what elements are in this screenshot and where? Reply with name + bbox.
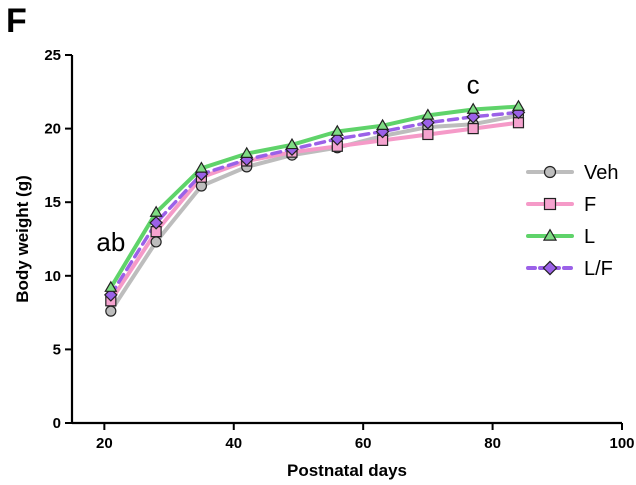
- series-layer: [103, 99, 526, 317]
- panel-label: F: [6, 2, 27, 40]
- x-tick-label: 20: [96, 435, 113, 452]
- x-tick-label: 60: [355, 435, 372, 452]
- y-tick-label: 0: [53, 415, 61, 432]
- point-lf: [103, 288, 118, 302]
- y-tick-label: 25: [44, 47, 61, 64]
- point-veh: [150, 236, 162, 248]
- legend-marker: [543, 197, 557, 211]
- y-tick-label: 10: [44, 268, 61, 285]
- legend-marker: [542, 260, 558, 276]
- point-l: [240, 146, 254, 158]
- x-tick-label: 100: [609, 435, 634, 452]
- point-l: [330, 124, 344, 136]
- point-l: [285, 137, 299, 150]
- series-line-l: [108, 104, 521, 290]
- axes: 0 5 10 15 20 25 20 40 60 80 100: [44, 47, 634, 452]
- series-markers: [103, 99, 526, 317]
- y-tick-label: 5: [53, 341, 61, 358]
- point-lf: [149, 215, 163, 230]
- point-l: [149, 205, 163, 217]
- point-f: [467, 122, 479, 135]
- point-veh: [105, 305, 117, 317]
- point-lf: [466, 109, 481, 124]
- legend: Veh FL L/F: [526, 162, 618, 280]
- point-l: [376, 118, 390, 131]
- y-axis-title: Body weight (g): [13, 175, 32, 302]
- point-l: [194, 161, 208, 173]
- point-f: [422, 128, 434, 141]
- point-l: [511, 99, 526, 111]
- point-l: [104, 280, 118, 292]
- point-lf: [421, 115, 435, 130]
- annotations: ab c: [96, 69, 479, 257]
- annotation-label: c: [467, 69, 480, 99]
- x-tick-label: 40: [225, 435, 242, 452]
- series-line-lf: [109, 110, 521, 297]
- y-tick-label: 15: [44, 194, 61, 211]
- x-tick-label: 80: [484, 435, 501, 452]
- series-line-veh: [108, 113, 521, 314]
- legend-marker: [542, 228, 558, 241]
- series-line-f: [108, 120, 521, 303]
- legend-label: L/F: [584, 258, 613, 280]
- point-l: [421, 108, 435, 120]
- point-l: [466, 102, 480, 114]
- point-lf: [330, 132, 345, 146]
- legend-marker: [543, 165, 557, 179]
- x-axis-title: Postnatal days: [287, 461, 407, 480]
- legend-label: L: [584, 226, 595, 248]
- y-tick-label: 20: [44, 121, 61, 138]
- legend-label: F: [584, 194, 596, 216]
- series-lines: [108, 104, 521, 314]
- legend-label: Veh: [584, 162, 618, 184]
- annotation-label: ab: [96, 227, 125, 257]
